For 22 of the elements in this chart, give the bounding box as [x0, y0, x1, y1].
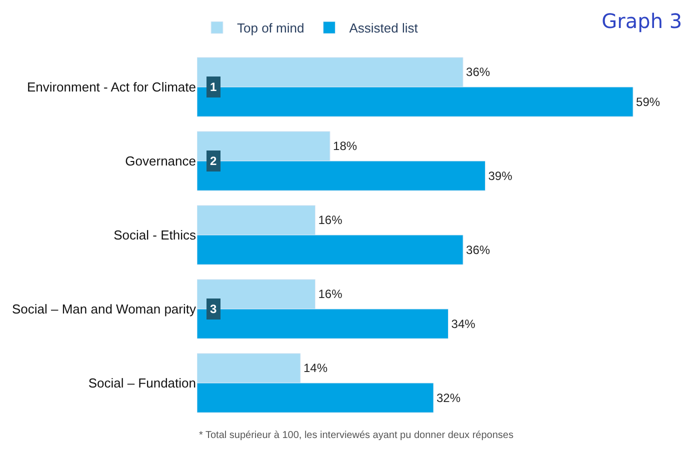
text: * Total supérieur à 100, les interviewés ayant pu donner deux réponses	[199, 430, 514, 441]
legend-label: Assisted list	[349, 20, 418, 36]
data-label: 32%	[436, 390, 461, 405]
data-label: 59%	[636, 94, 660, 109]
data-label: 39%	[488, 168, 513, 183]
y-tick-label: Social - Ethics	[114, 228, 196, 243]
chart-title: Graph 3	[602, 8, 682, 33]
data-label: 34%	[451, 316, 476, 331]
annotation: 3	[210, 302, 217, 316]
y-tick-label: Environment - Act for Climate	[26, 80, 196, 95]
y-tick-label: Social – Fundation	[88, 376, 196, 391]
data-label: 16%	[318, 287, 343, 302]
y-tick-label: Governance	[125, 154, 196, 169]
annotation: 2	[210, 154, 217, 168]
annotation: 1	[210, 80, 217, 94]
data-label: 16%	[318, 213, 343, 228]
y-tick-label: Social – Man and Woman parity	[12, 302, 196, 317]
data-label: 36%	[466, 242, 490, 257]
data-label: 18%	[333, 139, 358, 154]
data-label: 14%	[303, 361, 328, 376]
data-label: 36%	[466, 65, 490, 80]
legend-label: Top of mind	[237, 20, 304, 36]
